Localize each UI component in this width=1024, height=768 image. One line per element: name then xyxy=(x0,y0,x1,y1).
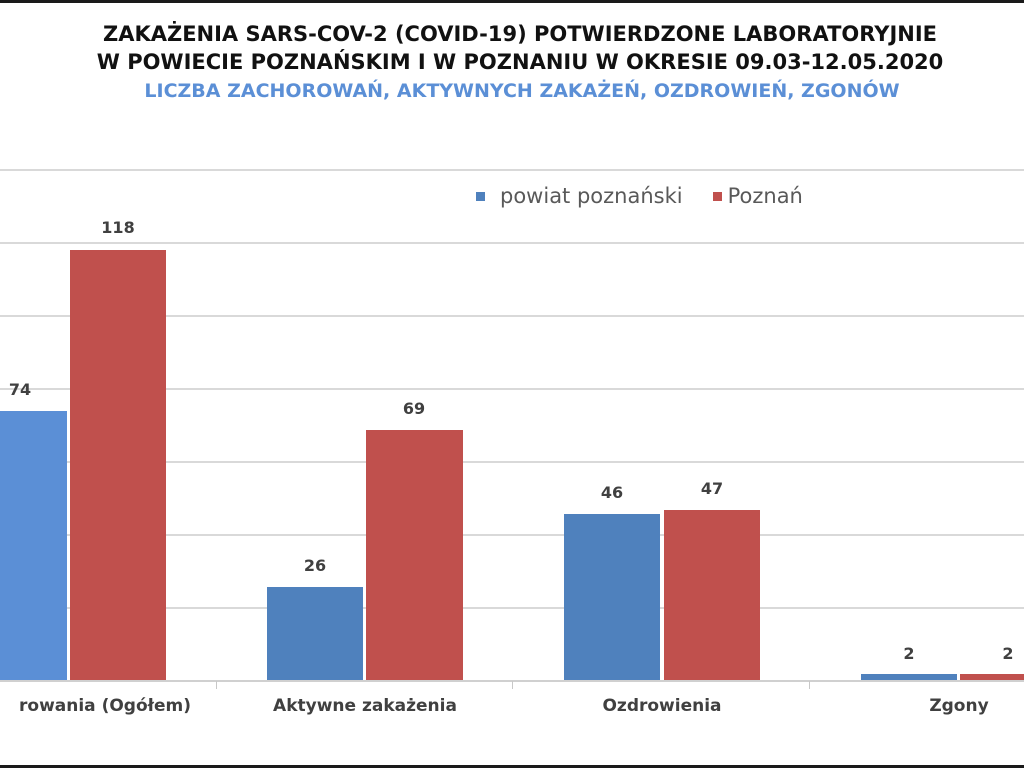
value-label: 69 xyxy=(402,399,426,418)
legend-item-poznan: Poznań xyxy=(712,184,803,208)
category-label-zgony: Zgony xyxy=(929,696,989,716)
axis-tick xyxy=(216,681,217,689)
bar-ozdrowienia-poznan xyxy=(664,510,760,680)
legend: powiat poznański Poznań xyxy=(476,184,833,208)
gridline-120 xyxy=(0,242,1024,244)
chart-title-line1: ZAKAŻENIA SARS-COV-2 (COVID-19) POTWIERD… xyxy=(102,22,938,46)
legend-label: Poznań xyxy=(727,184,803,208)
category-label-aktywne: Aktywne zakażenia xyxy=(273,696,457,716)
gridline-100 xyxy=(0,315,1024,317)
value-label: 118 xyxy=(101,218,135,237)
category-label-zachorowania: rowania (Ogółem) xyxy=(19,696,191,716)
bar-zachorowania-powiat xyxy=(0,411,67,680)
bar-zachorowania-poznan xyxy=(70,250,166,680)
bar-zgony-powiat xyxy=(861,674,957,680)
bar-aktywne-powiat xyxy=(267,587,363,680)
gridline-80 xyxy=(0,388,1024,390)
axis-tick xyxy=(512,681,513,689)
axis-tick xyxy=(809,681,810,689)
top-border xyxy=(0,0,1024,3)
value-label: 26 xyxy=(303,556,327,575)
gridline-40 xyxy=(0,534,1024,536)
legend-item-powiat: powiat poznański xyxy=(476,184,683,208)
value-label: 2 xyxy=(903,644,915,663)
bar-aktywne-poznan xyxy=(366,430,463,680)
gridline-140 xyxy=(0,169,1024,171)
legend-label: powiat poznański xyxy=(500,184,683,208)
value-label: 2 xyxy=(1002,644,1014,663)
gridline-20 xyxy=(0,607,1024,609)
legend-swatch-blue-icon xyxy=(476,191,485,201)
category-label-ozdrowienia: Ozdrowienia xyxy=(602,696,722,716)
value-label: 74 xyxy=(8,380,32,399)
chart-subtitle: LICZBA ZACHOROWAŃ, AKTYWNYCH ZAKAŻEŃ, OZ… xyxy=(144,80,900,102)
gridline-60 xyxy=(0,461,1024,463)
bar-zgony-poznan xyxy=(960,674,1024,680)
chart-title-line2: W POWIECIE POZNAŃSKIM I W POZNANIU W OKR… xyxy=(96,50,944,74)
value-label: 47 xyxy=(700,479,724,498)
bottom-border xyxy=(0,765,1024,768)
legend-swatch-red-icon xyxy=(712,191,722,201)
bar-ozdrowienia-powiat xyxy=(564,514,660,680)
value-label: 46 xyxy=(600,483,624,502)
